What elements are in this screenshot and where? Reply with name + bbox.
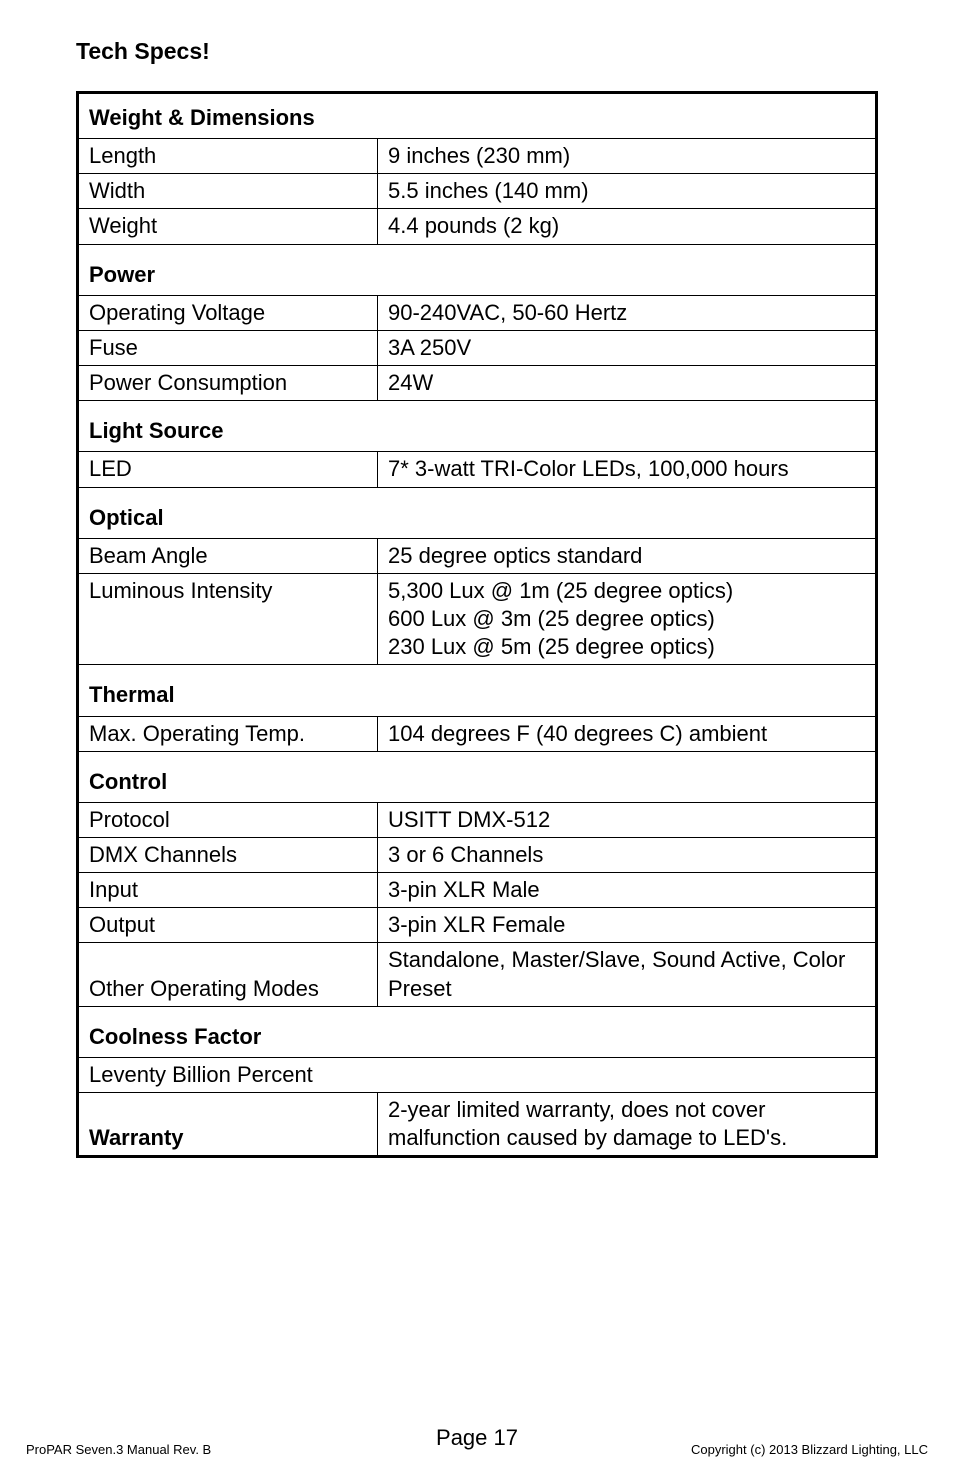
row-label: DMX Channels <box>78 837 378 872</box>
row-value: 7* 3-watt TRI-Color LEDs, 100,000 hours <box>378 452 877 487</box>
section-header-row: Coolness Factor <box>78 1006 877 1057</box>
row-label: Other Operating Modes <box>78 943 378 1006</box>
row-value: 104 degrees F (40 degrees C) ambient <box>378 716 877 751</box>
table-row: Weight4.4 pounds (2 kg) <box>78 209 877 244</box>
row-value: 3-pin XLR Male <box>378 873 877 908</box>
row-label: Protocol <box>78 802 378 837</box>
row-value: 90-240VAC, 50-60 Hertz <box>378 295 877 330</box>
row-value: 25 degree optics standard <box>378 538 877 573</box>
row-value: 5.5 inches (140 mm) <box>378 174 877 209</box>
section-header-cell: Light Source <box>78 401 877 452</box>
section-header-row: Light Source <box>78 401 877 452</box>
section-header-cell: Optical <box>78 487 877 538</box>
row-label: Input <box>78 873 378 908</box>
section-header-row: Power <box>78 244 877 295</box>
row-value: 3 or 6 Channels <box>378 837 877 872</box>
section-header-cell: Power <box>78 244 877 295</box>
section-header-row: Optical <box>78 487 877 538</box>
row-label: LED <box>78 452 378 487</box>
section-header-cell: Weight & Dimensions <box>78 93 877 139</box>
section-header-cell: Control <box>78 751 877 802</box>
row-label: Max. Operating Temp. <box>78 716 378 751</box>
table-row: Length9 inches (230 mm) <box>78 139 877 174</box>
row-label: Beam Angle <box>78 538 378 573</box>
table-row: Input3-pin XLR Male <box>78 873 877 908</box>
table-row: Beam Angle25 degree optics standard <box>78 538 877 573</box>
section-header-row: Thermal <box>78 665 877 716</box>
row-label: Output <box>78 908 378 943</box>
warranty-value: 2-year limited warranty, does not cover … <box>378 1093 877 1157</box>
table-row: LED7* 3-watt TRI-Color LEDs, 100,000 hou… <box>78 452 877 487</box>
row-label: Weight <box>78 209 378 244</box>
full-row-cell: Leventy Billion Percent <box>78 1057 877 1092</box>
table-row: Other Operating ModesStandalone, Master/… <box>78 943 877 1006</box>
row-label: Power Consumption <box>78 366 378 401</box>
section-header-cell: Thermal <box>78 665 877 716</box>
table-row: Operating Voltage90-240VAC, 50-60 Hertz <box>78 295 877 330</box>
row-value: 3A 250V <box>378 330 877 365</box>
table-row: Leventy Billion Percent <box>78 1057 877 1092</box>
row-label: Fuse <box>78 330 378 365</box>
row-label: Length <box>78 139 378 174</box>
spec-table-body: Weight & DimensionsLength9 inches (230 m… <box>78 93 877 1157</box>
row-label: Width <box>78 174 378 209</box>
row-value: 9 inches (230 mm) <box>378 139 877 174</box>
footer-right: Copyright (c) 2013 Blizzard Lighting, LL… <box>691 1442 928 1457</box>
table-row: Power Consumption24W <box>78 366 877 401</box>
table-row: Output3-pin XLR Female <box>78 908 877 943</box>
row-value: 4.4 pounds (2 kg) <box>378 209 877 244</box>
table-row: DMX Channels3 or 6 Channels <box>78 837 877 872</box>
footer-left: ProPAR Seven.3 Manual Rev. B <box>26 1442 211 1457</box>
table-row: Max. Operating Temp.104 degrees F (40 de… <box>78 716 877 751</box>
section-header-row: Weight & Dimensions <box>78 93 877 139</box>
page-title: Tech Specs! <box>76 38 878 65</box>
table-row: ProtocolUSITT DMX-512 <box>78 802 877 837</box>
warranty-row: Warranty2-year limited warranty, does no… <box>78 1093 877 1157</box>
table-row: Width5.5 inches (140 mm) <box>78 174 877 209</box>
row-value: 3-pin XLR Female <box>378 908 877 943</box>
row-label: Operating Voltage <box>78 295 378 330</box>
row-value: 5,300 Lux @ 1m (25 degree optics)600 Lux… <box>378 573 877 664</box>
row-value: USITT DMX-512 <box>378 802 877 837</box>
table-row: Fuse3A 250V <box>78 330 877 365</box>
row-value: 24W <box>378 366 877 401</box>
section-header-row: Control <box>78 751 877 802</box>
table-row: Luminous Intensity5,300 Lux @ 1m (25 deg… <box>78 573 877 664</box>
row-value: Standalone, Master/Slave, Sound Active, … <box>378 943 877 1006</box>
spec-table: Weight & DimensionsLength9 inches (230 m… <box>76 91 878 1158</box>
section-header-cell: Coolness Factor <box>78 1006 877 1057</box>
warranty-label: Warranty <box>78 1093 378 1157</box>
page: Tech Specs! Weight & DimensionsLength9 i… <box>0 0 954 1475</box>
row-label: Luminous Intensity <box>78 573 378 664</box>
